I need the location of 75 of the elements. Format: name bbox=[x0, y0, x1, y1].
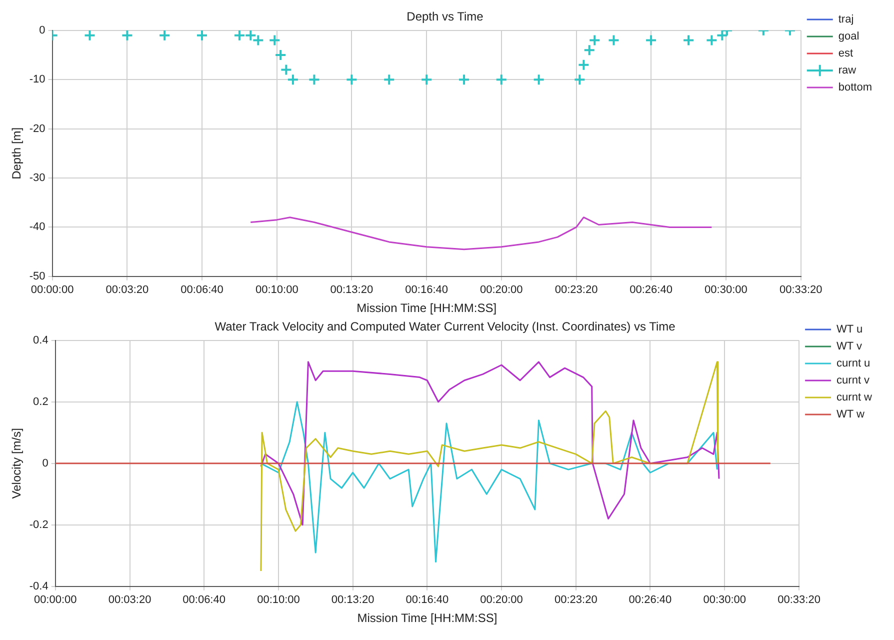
x-tick-label: 00:10:00 bbox=[255, 284, 298, 296]
y-tick-label: 0 bbox=[42, 457, 48, 470]
x-tick-label: 00:33:20 bbox=[779, 284, 822, 296]
x-tick-label: 00:26:40 bbox=[630, 284, 672, 296]
x-tick-label: 00:06:40 bbox=[182, 594, 226, 606]
y-axis-title: Velocity [m/s] bbox=[10, 428, 24, 499]
y-axis-title: Depth [m] bbox=[10, 127, 24, 180]
point bbox=[286, 74, 299, 86]
point bbox=[645, 34, 658, 46]
x-tick-label: 00:03:20 bbox=[106, 284, 149, 296]
x-tick-label: 00:00:00 bbox=[34, 594, 77, 606]
x-tick-label: 00:23:20 bbox=[554, 594, 598, 606]
x-tick-label: 00:16:40 bbox=[406, 594, 449, 606]
y-tick-label: -30 bbox=[29, 172, 46, 184]
x-tick-label: 00:26:40 bbox=[628, 594, 672, 606]
point bbox=[583, 44, 596, 56]
point bbox=[121, 30, 134, 42]
point bbox=[346, 74, 358, 86]
x-tick-label: 00:23:20 bbox=[554, 284, 598, 296]
y-tick-label: -0.2 bbox=[29, 518, 48, 531]
point bbox=[420, 74, 433, 86]
point bbox=[706, 34, 718, 46]
x-tick-label: 00:20:00 bbox=[480, 284, 523, 296]
x-axis-title: Mission Time [HH:MM:SS] bbox=[356, 301, 497, 316]
legend-label: WT u bbox=[836, 324, 863, 336]
y-tick-label: -20 bbox=[29, 122, 46, 135]
x-tick-label: 00:16:40 bbox=[405, 284, 448, 296]
point bbox=[383, 74, 396, 86]
x-tick-label: 00:00:00 bbox=[30, 284, 74, 296]
point bbox=[233, 30, 246, 42]
x-tick-label: 00:30:00 bbox=[703, 594, 746, 606]
point bbox=[588, 34, 601, 46]
point bbox=[716, 30, 728, 42]
legend-label: est bbox=[838, 48, 854, 60]
legend-label: bottom bbox=[838, 82, 872, 94]
point bbox=[608, 34, 620, 46]
legend-label: curnt v bbox=[836, 374, 870, 387]
point bbox=[458, 74, 470, 86]
point bbox=[682, 34, 695, 46]
legend-label: curnt u bbox=[836, 358, 870, 370]
point bbox=[308, 74, 320, 86]
point bbox=[280, 64, 292, 76]
y-tick-label: -0.4 bbox=[29, 580, 48, 592]
legend-label: raw bbox=[838, 64, 856, 77]
point bbox=[578, 58, 590, 71]
y-tick-label: -50 bbox=[29, 270, 46, 282]
point bbox=[532, 74, 545, 86]
point bbox=[574, 74, 586, 86]
point bbox=[196, 30, 208, 42]
chart-title: Depth vs Time bbox=[406, 10, 484, 24]
point bbox=[495, 74, 508, 86]
legend-label: traj bbox=[838, 14, 854, 26]
x-tick-label: 00:03:20 bbox=[108, 594, 152, 606]
point bbox=[268, 34, 281, 46]
point bbox=[158, 30, 171, 42]
x-tick-label: 00:30:00 bbox=[704, 284, 748, 296]
x-tick-label: 00:20:00 bbox=[480, 594, 523, 606]
chart-title: Water Track Velocity and Computed Water Current Velocity (Inst. Coordinates) vs Time bbox=[214, 320, 676, 334]
y-tick-label: 0.4 bbox=[33, 334, 48, 346]
x-tick-label: 00:06:40 bbox=[180, 284, 224, 296]
x-tick-label: 00:33:20 bbox=[778, 594, 820, 606]
point bbox=[274, 49, 287, 61]
y-tick-label: 0.2 bbox=[33, 396, 48, 408]
x-axis-title: Mission Time [HH:MM:SS] bbox=[357, 611, 498, 626]
legend-label: WT w bbox=[836, 408, 865, 421]
y-tick-label: -40 bbox=[29, 221, 46, 234]
legend-label: goal bbox=[838, 30, 860, 43]
legend-label: WT v bbox=[836, 340, 863, 353]
legend-label: curnt w bbox=[836, 392, 872, 404]
y-tick-label: 0 bbox=[39, 24, 46, 36]
y-tick-label: -10 bbox=[29, 74, 46, 86]
x-tick-label: 00:10:00 bbox=[257, 594, 300, 606]
x-tick-label: 00:13:20 bbox=[331, 594, 374, 606]
x-tick-label: 00:13:20 bbox=[330, 284, 374, 296]
point bbox=[84, 30, 96, 42]
